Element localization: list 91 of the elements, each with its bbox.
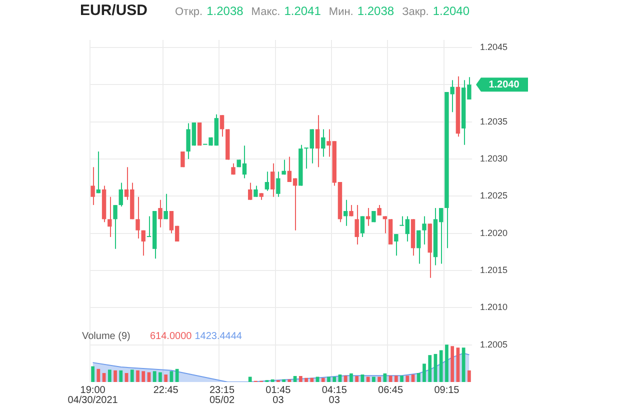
candlestick [416, 230, 421, 264]
bar [91, 366, 94, 382]
candlestick [141, 230, 146, 256]
bar [383, 373, 387, 382]
y-tick-label: 1.2005 [480, 339, 508, 350]
candlestick [422, 216, 426, 245]
x-tick-label: 04:15 03 [322, 384, 348, 406]
chart-title: EUR/USD [80, 2, 148, 19]
candlestick [282, 159, 286, 176]
bar [344, 376, 348, 382]
y-tick-label: 1.2025 [480, 190, 508, 201]
bar [327, 376, 330, 382]
bar [136, 370, 140, 382]
bar [445, 344, 448, 382]
bar [175, 368, 179, 382]
text: 1.2040 [488, 79, 520, 90]
candlestick [108, 196, 112, 238]
bar [388, 376, 392, 382]
bar [332, 376, 336, 382]
bar [394, 376, 398, 382]
candlestick [382, 216, 388, 234]
x-tick-label: 01:45 03 [266, 384, 292, 406]
annotation: 1423.4444 [194, 331, 242, 342]
candlestick [366, 208, 370, 226]
y-tick-label: 1.2030 [480, 153, 508, 164]
candlestick [354, 204, 359, 245]
candlestick [136, 196, 140, 240]
candlestick [394, 234, 398, 256]
bar [170, 371, 174, 382]
bar [248, 376, 252, 382]
candlestick [90, 166, 95, 206]
bar [350, 373, 353, 382]
x-tick-label: 23:15 05/02 [210, 384, 235, 406]
chart-title: Volume (9) [82, 331, 130, 342]
bar [462, 348, 466, 382]
bar [288, 379, 292, 382]
bar [298, 376, 302, 382]
bar [422, 364, 426, 382]
candlestick [276, 171, 280, 198]
candlestick [248, 182, 252, 200]
bar [310, 378, 314, 382]
bar [428, 355, 432, 382]
bar [304, 378, 308, 382]
y-tick-label: 1.2035 [480, 116, 508, 126]
candlestick [315, 114, 320, 168]
candlestick [377, 204, 382, 216]
bar [158, 372, 162, 382]
bar [416, 373, 420, 382]
candlestick [113, 204, 118, 250]
x-tick-label: 06:45 [378, 384, 404, 396]
bar [152, 371, 156, 382]
bar [439, 350, 443, 382]
candlestick [321, 128, 326, 158]
bar [406, 376, 410, 382]
candlestick [343, 199, 348, 226]
bar [450, 346, 454, 382]
bar [164, 374, 168, 382]
bar [108, 370, 112, 382]
candlestick [164, 193, 168, 220]
y-tick-label: 1.2020 [480, 228, 508, 238]
bar [142, 371, 146, 382]
bar [400, 376, 404, 382]
y-tick-label: 1.2015 [480, 264, 508, 275]
bar [114, 370, 117, 382]
candlestick [180, 151, 185, 168]
y-tick-label: 1.2010 [480, 302, 508, 312]
x-tick-label: 09:15 [434, 384, 460, 396]
bar [468, 370, 471, 382]
candlestick [270, 162, 275, 198]
bar [378, 376, 381, 382]
candlestick [118, 182, 124, 208]
candlestick [360, 216, 365, 238]
y-tick-label: 1.2045 [480, 42, 508, 52]
bar [119, 370, 123, 382]
candlestick [197, 122, 202, 146]
annotation: 614.0000 [150, 331, 192, 342]
bar [366, 376, 370, 382]
candlestick [220, 114, 224, 138]
bar [96, 368, 100, 382]
bar [130, 370, 134, 382]
bar [270, 379, 274, 382]
candlestick [158, 199, 162, 228]
candlestick [254, 185, 258, 198]
x-tick-label: 22:45 [153, 384, 179, 396]
bar [355, 376, 359, 382]
bar [372, 376, 376, 382]
candlestick [264, 171, 270, 192]
bar [282, 379, 286, 382]
bar [321, 378, 325, 382]
x-tick-label: 19:00 04/30/2021 [68, 384, 118, 406]
chart-subtitle: Откр. 1.2038 Макс. 1.2041 Мин. 1.2038 Закр. 1.2040 [175, 4, 470, 18]
